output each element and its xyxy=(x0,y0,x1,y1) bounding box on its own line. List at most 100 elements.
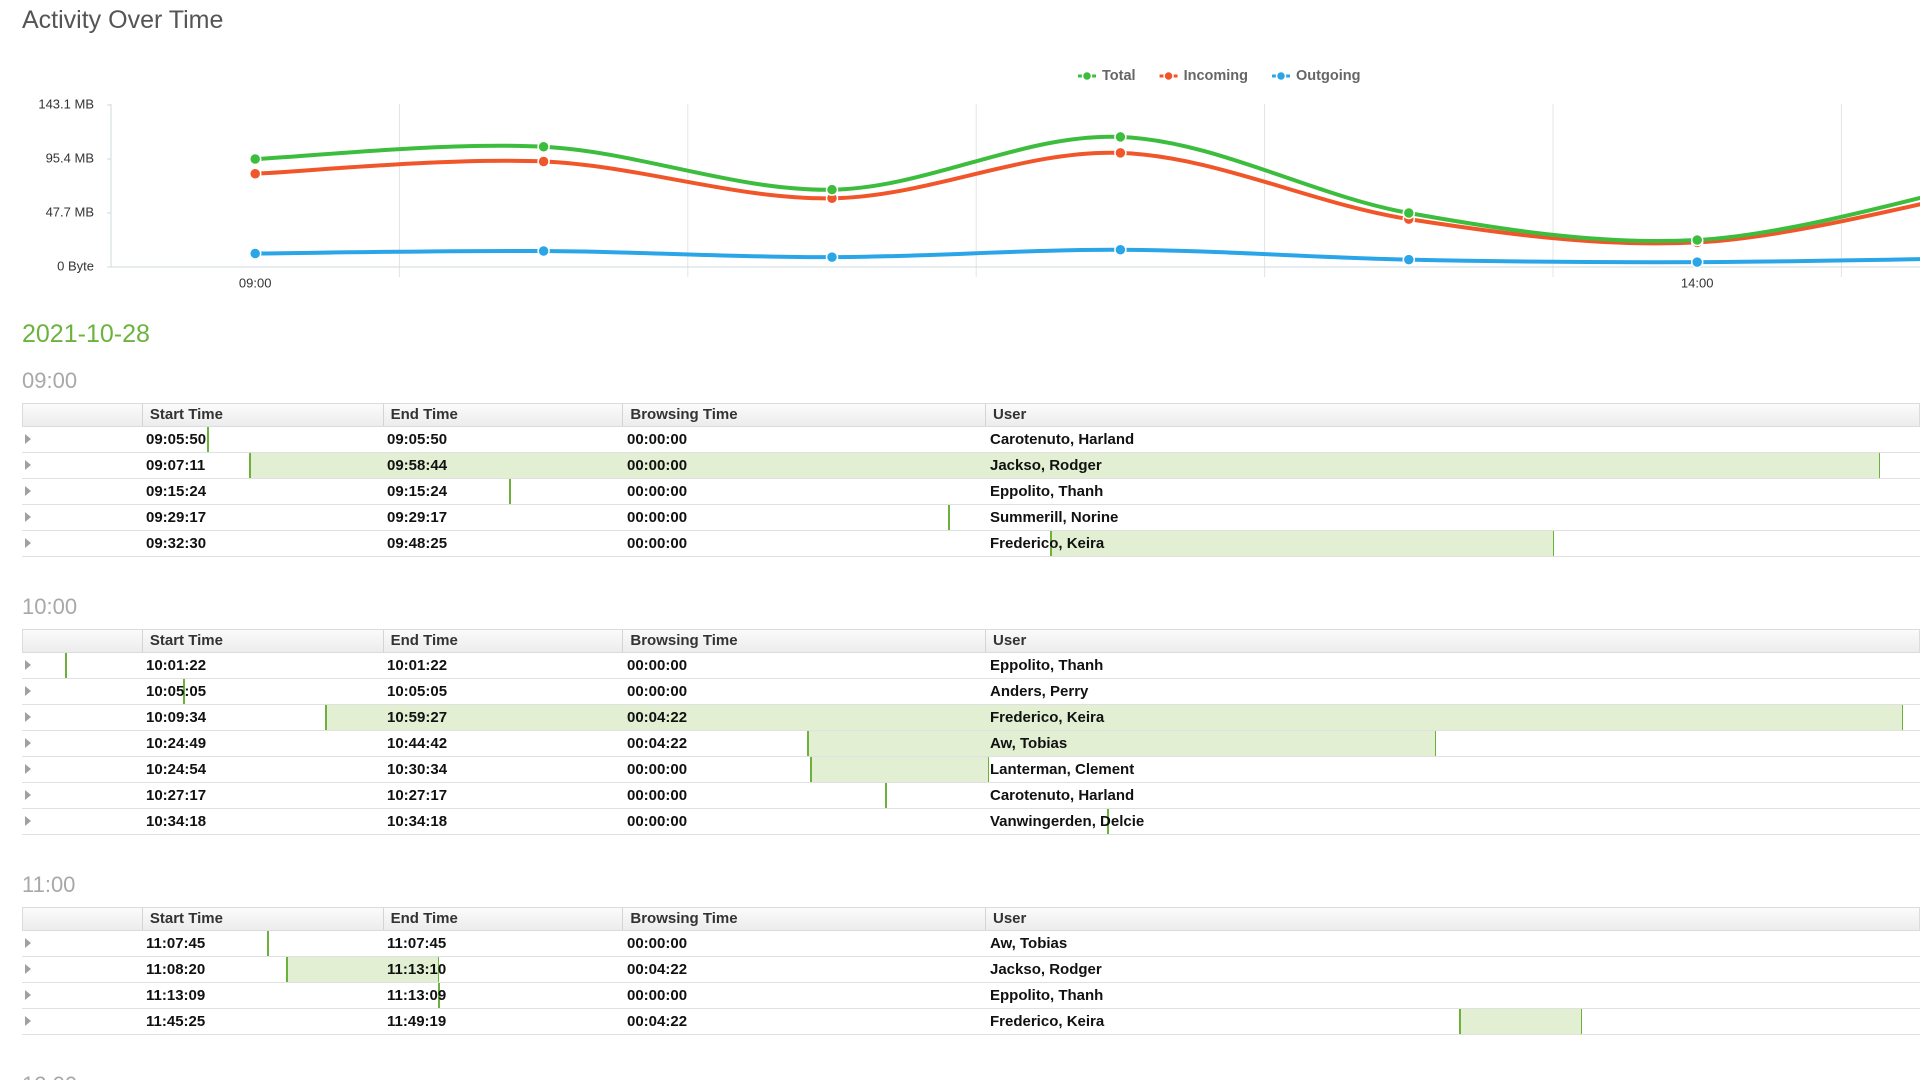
header-cell: Browsing Time xyxy=(622,404,985,426)
end-cell: 10:05:05 xyxy=(387,683,448,700)
timeline-bar xyxy=(807,731,1436,756)
end-cell: 09:58:44 xyxy=(387,457,448,474)
expand-arrow[interactable] xyxy=(25,790,31,800)
expand-arrow[interactable] xyxy=(25,1016,31,1026)
chart-title: Activity Over Time xyxy=(22,6,224,34)
expand-arrow[interactable] xyxy=(25,460,31,470)
data-point xyxy=(1402,253,1416,266)
header-cell xyxy=(23,908,142,930)
user-cell: Anders, Perry xyxy=(990,683,1089,700)
table-header: Start Time End Time Browsing Time User xyxy=(22,403,1920,427)
session-table: Start Time End Time Browsing Time User 10:01… xyxy=(22,629,1920,835)
timeline-bar xyxy=(1050,531,1554,556)
timeline-bar xyxy=(324,705,1903,730)
end-cell: 09:29:17 xyxy=(387,509,448,526)
user-cell: Summerill, Norine xyxy=(990,509,1119,526)
y-tick-label: 47.7 MB xyxy=(46,204,94,219)
date-heading: 2021-10-28 xyxy=(22,320,150,348)
browsing-cell: 00:00:00 xyxy=(627,431,688,448)
start-cell: 11:13:09 xyxy=(146,987,206,1004)
cell xyxy=(22,757,141,782)
user-cell: Carotenuto, Harland xyxy=(990,787,1135,804)
session-row: 10:09:34 10:59:27 00:04:22 Frederico, Keira xyxy=(22,705,1920,731)
data-point xyxy=(1114,243,1127,257)
expand-arrow[interactable] xyxy=(25,686,31,696)
legend-marker xyxy=(1275,70,1287,82)
session-row: 09:07:11 09:58:44 00:00:00 Jackso, Rodger xyxy=(22,453,1920,479)
user-cell: Carotenuto, Harland xyxy=(990,431,1135,448)
y-tick-label: 0 Byte xyxy=(57,258,94,273)
legend-item: Incoming xyxy=(1159,68,1248,84)
expand-arrow[interactable] xyxy=(25,486,31,496)
hour-title: 12:00 xyxy=(22,1069,1920,1080)
legend-label: Incoming xyxy=(1184,68,1248,84)
session-row: 10:24:54 10:30:34 00:00:00 Lanterman, Cleme… xyxy=(22,757,1920,783)
expand-arrow[interactable] xyxy=(25,990,31,1000)
session-row: 10:01:22 10:01:22 00:00:00 Eppolito, Thanh xyxy=(22,653,1920,679)
cell xyxy=(22,505,141,530)
data-point xyxy=(825,183,839,196)
expand-arrow[interactable] xyxy=(25,660,31,670)
browsing-cell: 00:00:00 xyxy=(627,813,688,830)
legend-item: Outgoing xyxy=(1272,68,1360,84)
session-row: 10:05:05 10:05:05 00:00:00 Anders, Perry xyxy=(22,679,1920,705)
hour-title: 09:00 xyxy=(22,368,78,393)
header-cell: User xyxy=(985,404,1919,426)
data-point xyxy=(537,244,550,258)
session-row: 11:45:25 11:49:19 00:04:22 Frederico, Keira xyxy=(22,1009,1920,1035)
start-cell: 11:07:45 xyxy=(146,935,206,952)
cell xyxy=(22,653,141,678)
end-cell: 11:13:09 xyxy=(387,987,447,1004)
header-cell: End Time xyxy=(382,630,623,652)
browsing-cell: 00:04:22 xyxy=(627,961,688,978)
start-cell: 10:01:22 xyxy=(146,657,207,674)
expand-arrow[interactable] xyxy=(25,434,31,444)
user-cell: Vanwingerden, Delcie xyxy=(990,813,1145,830)
timeline-bar xyxy=(885,783,888,808)
hour-section: 11:00 Start Time End Time Browsing Time User… xyxy=(22,869,1920,1035)
expand-arrow[interactable] xyxy=(25,712,31,722)
start-cell: 09:15:24 xyxy=(146,483,207,500)
expand-arrow[interactable] xyxy=(25,538,31,548)
series-line xyxy=(255,150,1920,246)
session-table: Start Time End Time Browsing Time User 11:07… xyxy=(22,907,1920,1035)
legend-item: Total xyxy=(1078,68,1136,84)
session-row: 10:27:17 10:27:17 00:00:00 Carotenuto, Harl… xyxy=(22,783,1920,809)
legend-label: Outgoing xyxy=(1296,68,1360,84)
data-point xyxy=(1402,206,1416,220)
start-cell: 10:27:17 xyxy=(146,787,207,804)
session-row: 09:15:24 09:15:24 00:00:00 Eppolito, Thanh xyxy=(22,479,1920,505)
activity-chart: 0 Byte 47.7 MB 95.4 MB 143.1 MB 09:00 14:00 To… xyxy=(38,68,1920,290)
timeline-bar xyxy=(285,957,439,982)
hour-section: 09:00 Start Time End Time Browsing Time User… xyxy=(22,365,1920,557)
end-cell: 10:27:17 xyxy=(387,787,448,804)
timeline-bar xyxy=(437,983,440,1008)
session-row: 10:24:49 10:44:42 00:04:22 Aw, Tobias xyxy=(22,731,1920,757)
user-cell: Eppolito, Thanh xyxy=(990,657,1104,674)
end-cell: 09:15:24 xyxy=(387,483,448,500)
cell xyxy=(22,809,141,834)
data-point xyxy=(1690,255,1704,269)
expand-arrow[interactable] xyxy=(25,816,31,826)
y-tick-label: 95.4 MB xyxy=(46,150,94,165)
start-cell: 11:45:25 xyxy=(146,1013,206,1030)
expand-arrow[interactable] xyxy=(25,764,31,774)
y-tick-label: 143.1 MB xyxy=(38,96,94,111)
session-row: 10:34:18 10:34:18 00:00:00 Vanwingerden, De… xyxy=(22,809,1920,835)
hour-section: 10:00 Start Time End Time Browsing Time User… xyxy=(22,591,1920,835)
expand-arrow[interactable] xyxy=(25,512,31,522)
expand-arrow[interactable] xyxy=(25,738,31,748)
cell xyxy=(22,731,141,756)
expand-arrow[interactable] xyxy=(25,964,31,974)
table-header: Start Time End Time Browsing Time User xyxy=(22,907,1920,931)
data-point xyxy=(248,167,262,180)
browsing-cell: 00:00:00 xyxy=(627,509,688,526)
session-tables: 09:00 Start Time End Time Browsing Time User… xyxy=(22,350,1920,1080)
expand-arrow[interactable] xyxy=(25,938,31,948)
session-row: 09:29:17 09:29:17 00:00:00 Summerill, Norin… xyxy=(22,505,1920,531)
cell xyxy=(22,679,141,704)
legend-label: Total xyxy=(1102,68,1136,84)
header-cell xyxy=(23,630,142,652)
legend-marker xyxy=(1163,70,1174,82)
